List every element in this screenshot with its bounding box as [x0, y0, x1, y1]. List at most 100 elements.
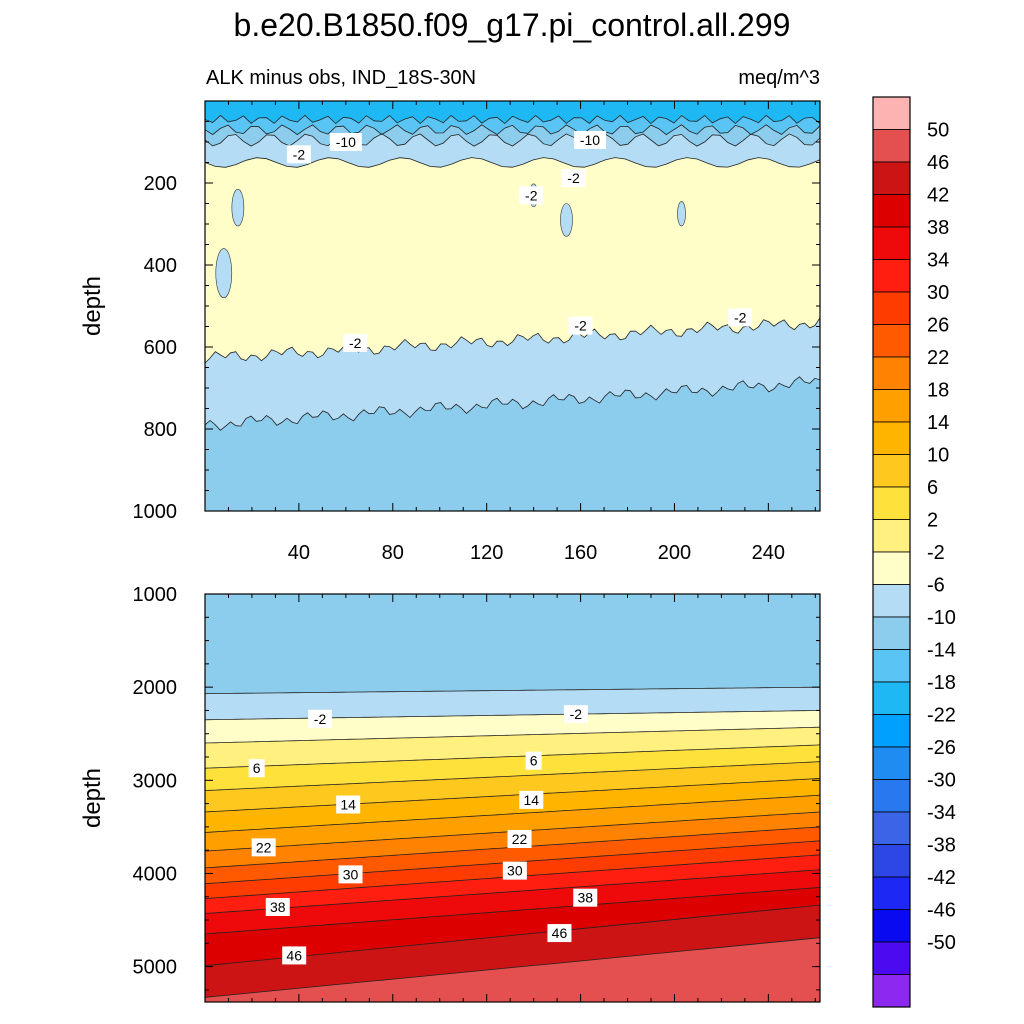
x-tick-label: 200 [658, 542, 691, 564]
colorbar-swatch [872, 844, 911, 878]
colorbar-swatch [872, 161, 911, 195]
band-fill [205, 905, 820, 998]
contour-label-box [251, 838, 276, 857]
contour-line [205, 686, 820, 695]
upper-subtitle-right: meq/m^3 [738, 67, 820, 89]
colorbar-swatch [872, 454, 911, 488]
eddy [560, 203, 573, 237]
contour-label-box [573, 130, 606, 149]
band-fill [205, 101, 820, 124]
contour-label-box [282, 946, 307, 965]
contour-label: 6 [530, 753, 538, 769]
y-tick-label: 4000 [133, 863, 178, 885]
colorbar-label: 22 [927, 347, 949, 369]
contour-line [205, 376, 820, 431]
contour-label: 30 [507, 863, 523, 879]
colorbar-label: -22 [927, 705, 956, 727]
contour-label: 30 [343, 866, 359, 882]
band-fill [205, 157, 820, 364]
band-fill [205, 687, 820, 720]
band-fill [205, 744, 820, 791]
contour-line [205, 133, 820, 147]
contour-label-box [338, 865, 363, 884]
colorbar-label: 14 [927, 412, 949, 434]
contour-label: -2 [349, 335, 362, 351]
colorbar-label: -10 [927, 607, 956, 629]
colorbar-label: -46 [927, 900, 956, 922]
contour-line [205, 778, 820, 813]
colorbar-swatch [872, 356, 911, 390]
colorbar-label: 10 [927, 445, 949, 467]
colorbar-label: 50 [927, 120, 949, 142]
colorbar-swatch [872, 649, 911, 683]
contour-label: -2 [574, 318, 587, 334]
colorbar-label: 2 [927, 510, 938, 532]
contour-label: 22 [512, 831, 528, 847]
contour-label: -2 [734, 309, 747, 325]
contour-line [205, 710, 820, 721]
band-fill [205, 317, 820, 431]
colorbar-swatch [872, 259, 911, 293]
contour-label-box [519, 790, 544, 809]
contour-label: -2 [525, 187, 538, 203]
colorbar-label: -50 [927, 932, 956, 954]
upper-panel: -2 -10 -10 -2 -2 -2 -2 -2 200 400 600 800 1000 40 80 12… [133, 100, 821, 564]
eddy [677, 201, 686, 227]
eddy [231, 188, 245, 227]
contour-label: 14 [340, 797, 356, 813]
colorbar-swatch [872, 96, 911, 130]
colorbar-label: 30 [927, 282, 949, 304]
x-tick-label: 40 [288, 542, 310, 564]
contour-label: 46 [286, 947, 302, 963]
colorbar-label: 18 [927, 380, 949, 402]
upper-subtitle-left: ALK minus obs, IND_18S-30N [206, 67, 476, 89]
colorbar-label: 6 [927, 477, 938, 499]
contour-label-box [563, 705, 588, 724]
contour-line [205, 114, 820, 125]
contour-label-box [519, 186, 544, 205]
colorbar-label: -26 [927, 737, 956, 759]
lower-y-axis-label: depth [79, 768, 106, 828]
colorbar-swatch [872, 616, 911, 650]
contour-label-box [573, 888, 598, 907]
y-tick-label: 2000 [133, 677, 178, 699]
contour-line [205, 157, 820, 168]
contour-line [205, 124, 820, 136]
contour-line [205, 761, 820, 791]
colorbar-label: 46 [927, 152, 949, 174]
colorbar-swatch [872, 779, 911, 813]
colorbar-label: -34 [927, 802, 956, 824]
colorbar-label: 34 [927, 250, 949, 272]
y-tick-label: 800 [144, 419, 177, 441]
colorbar-frame [872, 96, 911, 1008]
colorbar-label: -38 [927, 835, 956, 857]
contour-label: 46 [552, 925, 568, 941]
colorbar-swatch [872, 876, 911, 910]
contour-label-box [248, 759, 265, 778]
colorbar-swatch [872, 714, 911, 748]
colorbar-swatch [872, 129, 911, 163]
contour-label: -2 [314, 711, 327, 727]
plot-frame [204, 593, 821, 1003]
y-tick-label: 600 [144, 337, 177, 359]
contour-label-box [329, 133, 362, 151]
contour-label: 14 [523, 792, 539, 808]
band-fill [205, 869, 820, 934]
contour-line [205, 887, 820, 935]
contour-label-box [547, 924, 572, 943]
y-tick-label: 1000 [133, 501, 178, 523]
colorbar-label: 42 [927, 185, 949, 207]
colorbar-swatch [872, 389, 911, 423]
x-tick-label: 160 [564, 542, 597, 564]
eddy [215, 248, 233, 299]
contour-label: -2 [293, 146, 306, 162]
contour-label: 22 [256, 839, 272, 855]
colorbar-swatch [872, 486, 911, 520]
colorbar-label: -30 [927, 770, 956, 792]
colorbar-label: -42 [927, 867, 956, 889]
contour-line [205, 726, 820, 744]
lower-panel: -2 -2 6 6 14 14 22 22 30 30 38 38 46 46 1000 2000 3000 40… [133, 584, 821, 1003]
contour-label-box [728, 308, 753, 327]
x-tick-label: 120 [470, 542, 503, 564]
contour-line [205, 794, 820, 833]
